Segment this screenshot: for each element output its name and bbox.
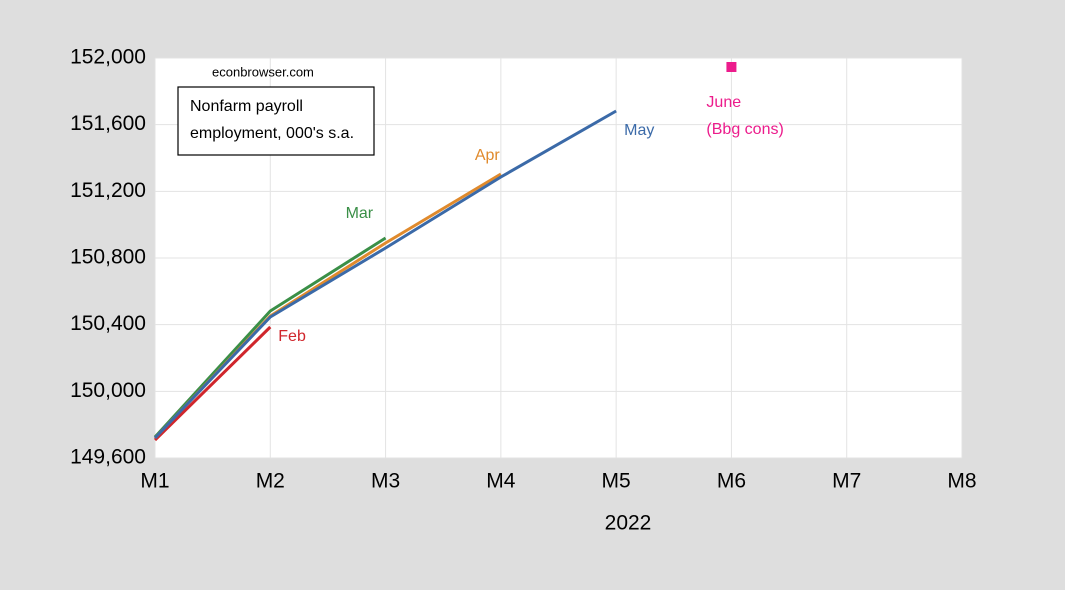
note-box	[177, 86, 375, 156]
x-tick-label: M2	[256, 470, 285, 493]
series-line	[153, 236, 387, 439]
y-tick-label: 149,600	[70, 446, 146, 469]
x-tick-label: M4	[486, 470, 515, 493]
x-tick-label: M6	[717, 470, 746, 493]
note: employment, 000's s.a.	[190, 125, 354, 142]
series-label: May	[624, 122, 654, 139]
series-line	[153, 109, 617, 440]
series-line	[153, 325, 272, 442]
y-tick-label: 150,800	[70, 246, 146, 269]
note: Nonfarm payroll	[190, 98, 303, 115]
y-tick-label: 150,000	[70, 379, 146, 402]
data-point	[726, 62, 737, 72]
series-label: June	[706, 94, 741, 111]
y-tick-label: 151,200	[70, 179, 146, 202]
x-tick-label: M1	[140, 470, 169, 493]
y-tick-label: 152,000	[70, 46, 146, 69]
y-tick-label: 150,400	[70, 312, 146, 335]
x-tick-label: M8	[947, 470, 976, 493]
x-tick-label: M3	[371, 470, 400, 493]
x-axis-label: 2022	[605, 512, 652, 535]
source: econbrowser.com	[212, 64, 314, 79]
x-tick-label: M7	[832, 470, 861, 493]
y-tick-label: 151,600	[70, 112, 146, 135]
series-label: Apr	[475, 147, 501, 164]
x-tick-label: M5	[602, 470, 631, 493]
series-note: (Bbg cons)	[706, 121, 783, 138]
series-label: Mar	[346, 205, 374, 222]
series-label: Feb	[278, 328, 306, 345]
